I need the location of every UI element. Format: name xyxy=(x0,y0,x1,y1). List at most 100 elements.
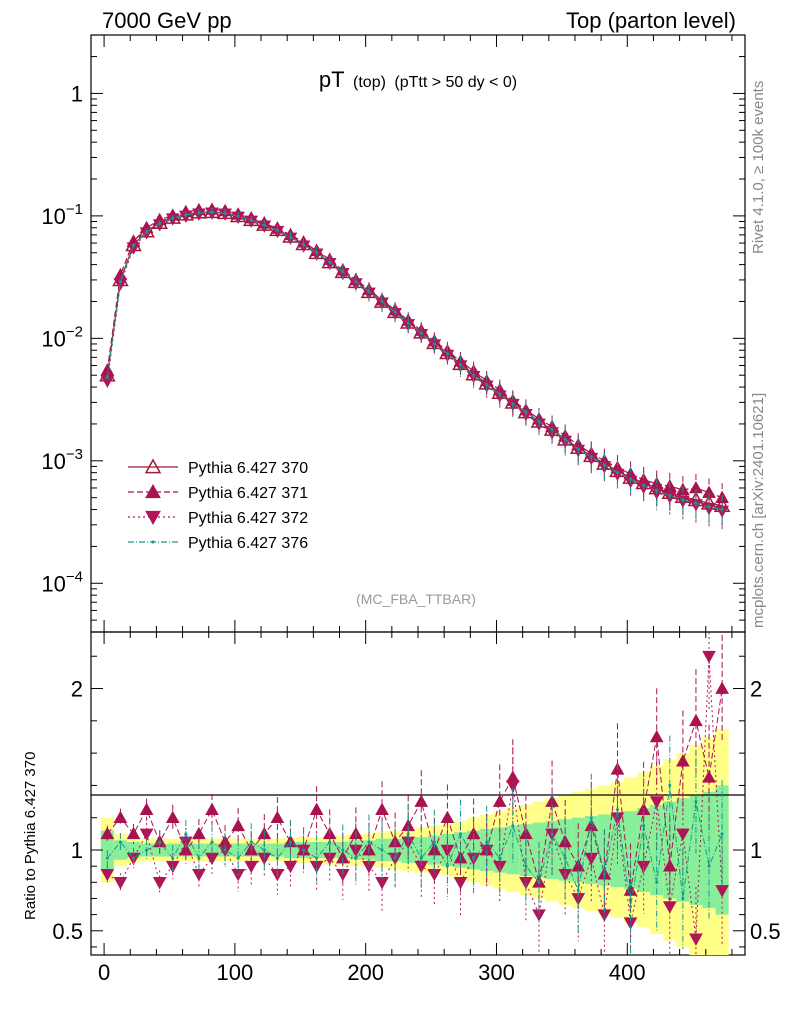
marker-376 xyxy=(694,501,698,505)
marker-376 xyxy=(171,216,175,220)
band-green xyxy=(192,843,206,857)
marker-372 xyxy=(702,650,716,664)
marker-376 xyxy=(223,848,227,852)
marker-370 xyxy=(144,458,162,474)
lower-ytick-label-left: 2 xyxy=(71,677,83,702)
marker-376 xyxy=(655,880,659,884)
marker-371 xyxy=(145,483,161,499)
marker-376 xyxy=(315,251,319,255)
marker-376 xyxy=(537,880,541,884)
marker-376 xyxy=(668,494,672,498)
marker-376 xyxy=(210,840,214,844)
marker-376 xyxy=(341,270,345,274)
marker-371 xyxy=(702,770,716,783)
plot-title-cut: (pTtt > 50 dy < 0) xyxy=(394,74,517,91)
marker-376 xyxy=(524,864,528,868)
marker-371 xyxy=(375,802,389,815)
upper-panel: pT (top) (pTtt > 50 dy < 0) (MC_FBA_TTBA… xyxy=(41,34,746,633)
marker-376 xyxy=(315,856,319,860)
legend-label-376: Pythia 6.427 376 xyxy=(188,535,308,552)
marker-376 xyxy=(302,848,306,852)
header-left: 7000 GeV pp xyxy=(102,8,232,33)
marker-376 xyxy=(681,896,685,900)
marker-376 xyxy=(589,455,593,459)
marker-376 xyxy=(472,373,476,377)
marker-376 xyxy=(511,824,515,828)
marker-376 xyxy=(288,840,292,844)
marker-376 xyxy=(406,321,410,325)
ratio-line-376 xyxy=(106,785,723,907)
upper-ytick-label: 10−1 xyxy=(41,201,83,229)
marker-376 xyxy=(720,508,724,512)
marker-376 xyxy=(118,280,122,284)
marker-372 xyxy=(244,860,259,874)
marker-376 xyxy=(615,471,619,475)
upper-ytick-label: 10−4 xyxy=(41,568,83,596)
marker-376 xyxy=(615,808,619,812)
marker-376 xyxy=(655,489,659,493)
band-green xyxy=(663,801,677,899)
marker-376 xyxy=(249,218,253,222)
legend: Pythia 6.427 370 Pythia 6.427 371 Pythia 6… xyxy=(128,458,308,552)
marker-376 xyxy=(380,299,384,303)
marker-372 xyxy=(427,868,442,882)
marker-376 xyxy=(184,832,188,836)
marker-376 xyxy=(171,856,175,860)
marker-376 xyxy=(184,213,188,217)
marker-376 xyxy=(328,260,332,264)
x-axis: 0 100 200 300 400 xyxy=(98,35,733,985)
marker-376 xyxy=(432,840,436,844)
marker-376 xyxy=(145,848,149,852)
marker-376 xyxy=(537,419,541,423)
upper-series-group xyxy=(99,202,731,531)
marker-376 xyxy=(367,840,371,844)
marker-376 xyxy=(563,437,567,441)
marker-376 xyxy=(602,872,606,876)
upper-ytick-label: 10−3 xyxy=(41,446,83,474)
marker-376 xyxy=(328,840,332,844)
marker-376 xyxy=(550,832,554,836)
legend-label-370: Pythia 6.427 370 xyxy=(188,460,308,477)
marker-372 xyxy=(375,877,389,890)
marker-376 xyxy=(275,228,279,232)
marker-376 xyxy=(472,856,476,860)
marker-376 xyxy=(223,211,227,215)
marker-376 xyxy=(720,832,724,836)
marker-376 xyxy=(236,856,240,860)
lower-y-axis: 0.5 0.5 1 1 2 2 xyxy=(52,655,781,948)
marker-376 xyxy=(105,375,109,379)
marker-371 xyxy=(165,810,180,824)
marker-372 xyxy=(139,828,154,841)
series-line-371 xyxy=(106,208,723,499)
marker-371 xyxy=(414,794,429,807)
legend-label-371: Pythia 6.427 371 xyxy=(188,485,308,502)
plot-title-main: pT xyxy=(319,67,345,92)
marker-371 xyxy=(689,713,703,727)
marker-376 xyxy=(262,848,266,852)
marker-376 xyxy=(642,824,646,828)
marker-376 xyxy=(668,783,672,787)
marker-371 xyxy=(662,859,677,872)
marker-376 xyxy=(145,230,149,234)
ratio-ylabel: Ratio to Pythia 6.427 370 xyxy=(22,752,39,920)
marker-372 xyxy=(283,860,298,874)
series-line-376 xyxy=(106,211,723,511)
lower-ytick-label-right: 1 xyxy=(750,838,762,863)
marker-376 xyxy=(158,840,162,844)
marker-371 xyxy=(113,810,128,824)
marker-372 xyxy=(113,278,128,291)
lower-ytick-label-right: 2 xyxy=(750,677,762,702)
marker-376 xyxy=(393,310,397,314)
marker-371 xyxy=(126,826,141,840)
marker-376 xyxy=(589,816,593,820)
x-tick-label: 200 xyxy=(347,960,384,985)
marker-376 xyxy=(158,221,162,225)
marker-372 xyxy=(649,796,664,809)
marker-376 xyxy=(485,382,489,386)
marker-371 xyxy=(205,802,219,815)
analysis-label: (MC_FBA_TTBAR) xyxy=(356,591,476,607)
plot-title-sub: (top) xyxy=(353,74,386,91)
marker-376 xyxy=(550,428,554,432)
marker-376 xyxy=(354,280,358,284)
marker-376 xyxy=(498,856,502,860)
